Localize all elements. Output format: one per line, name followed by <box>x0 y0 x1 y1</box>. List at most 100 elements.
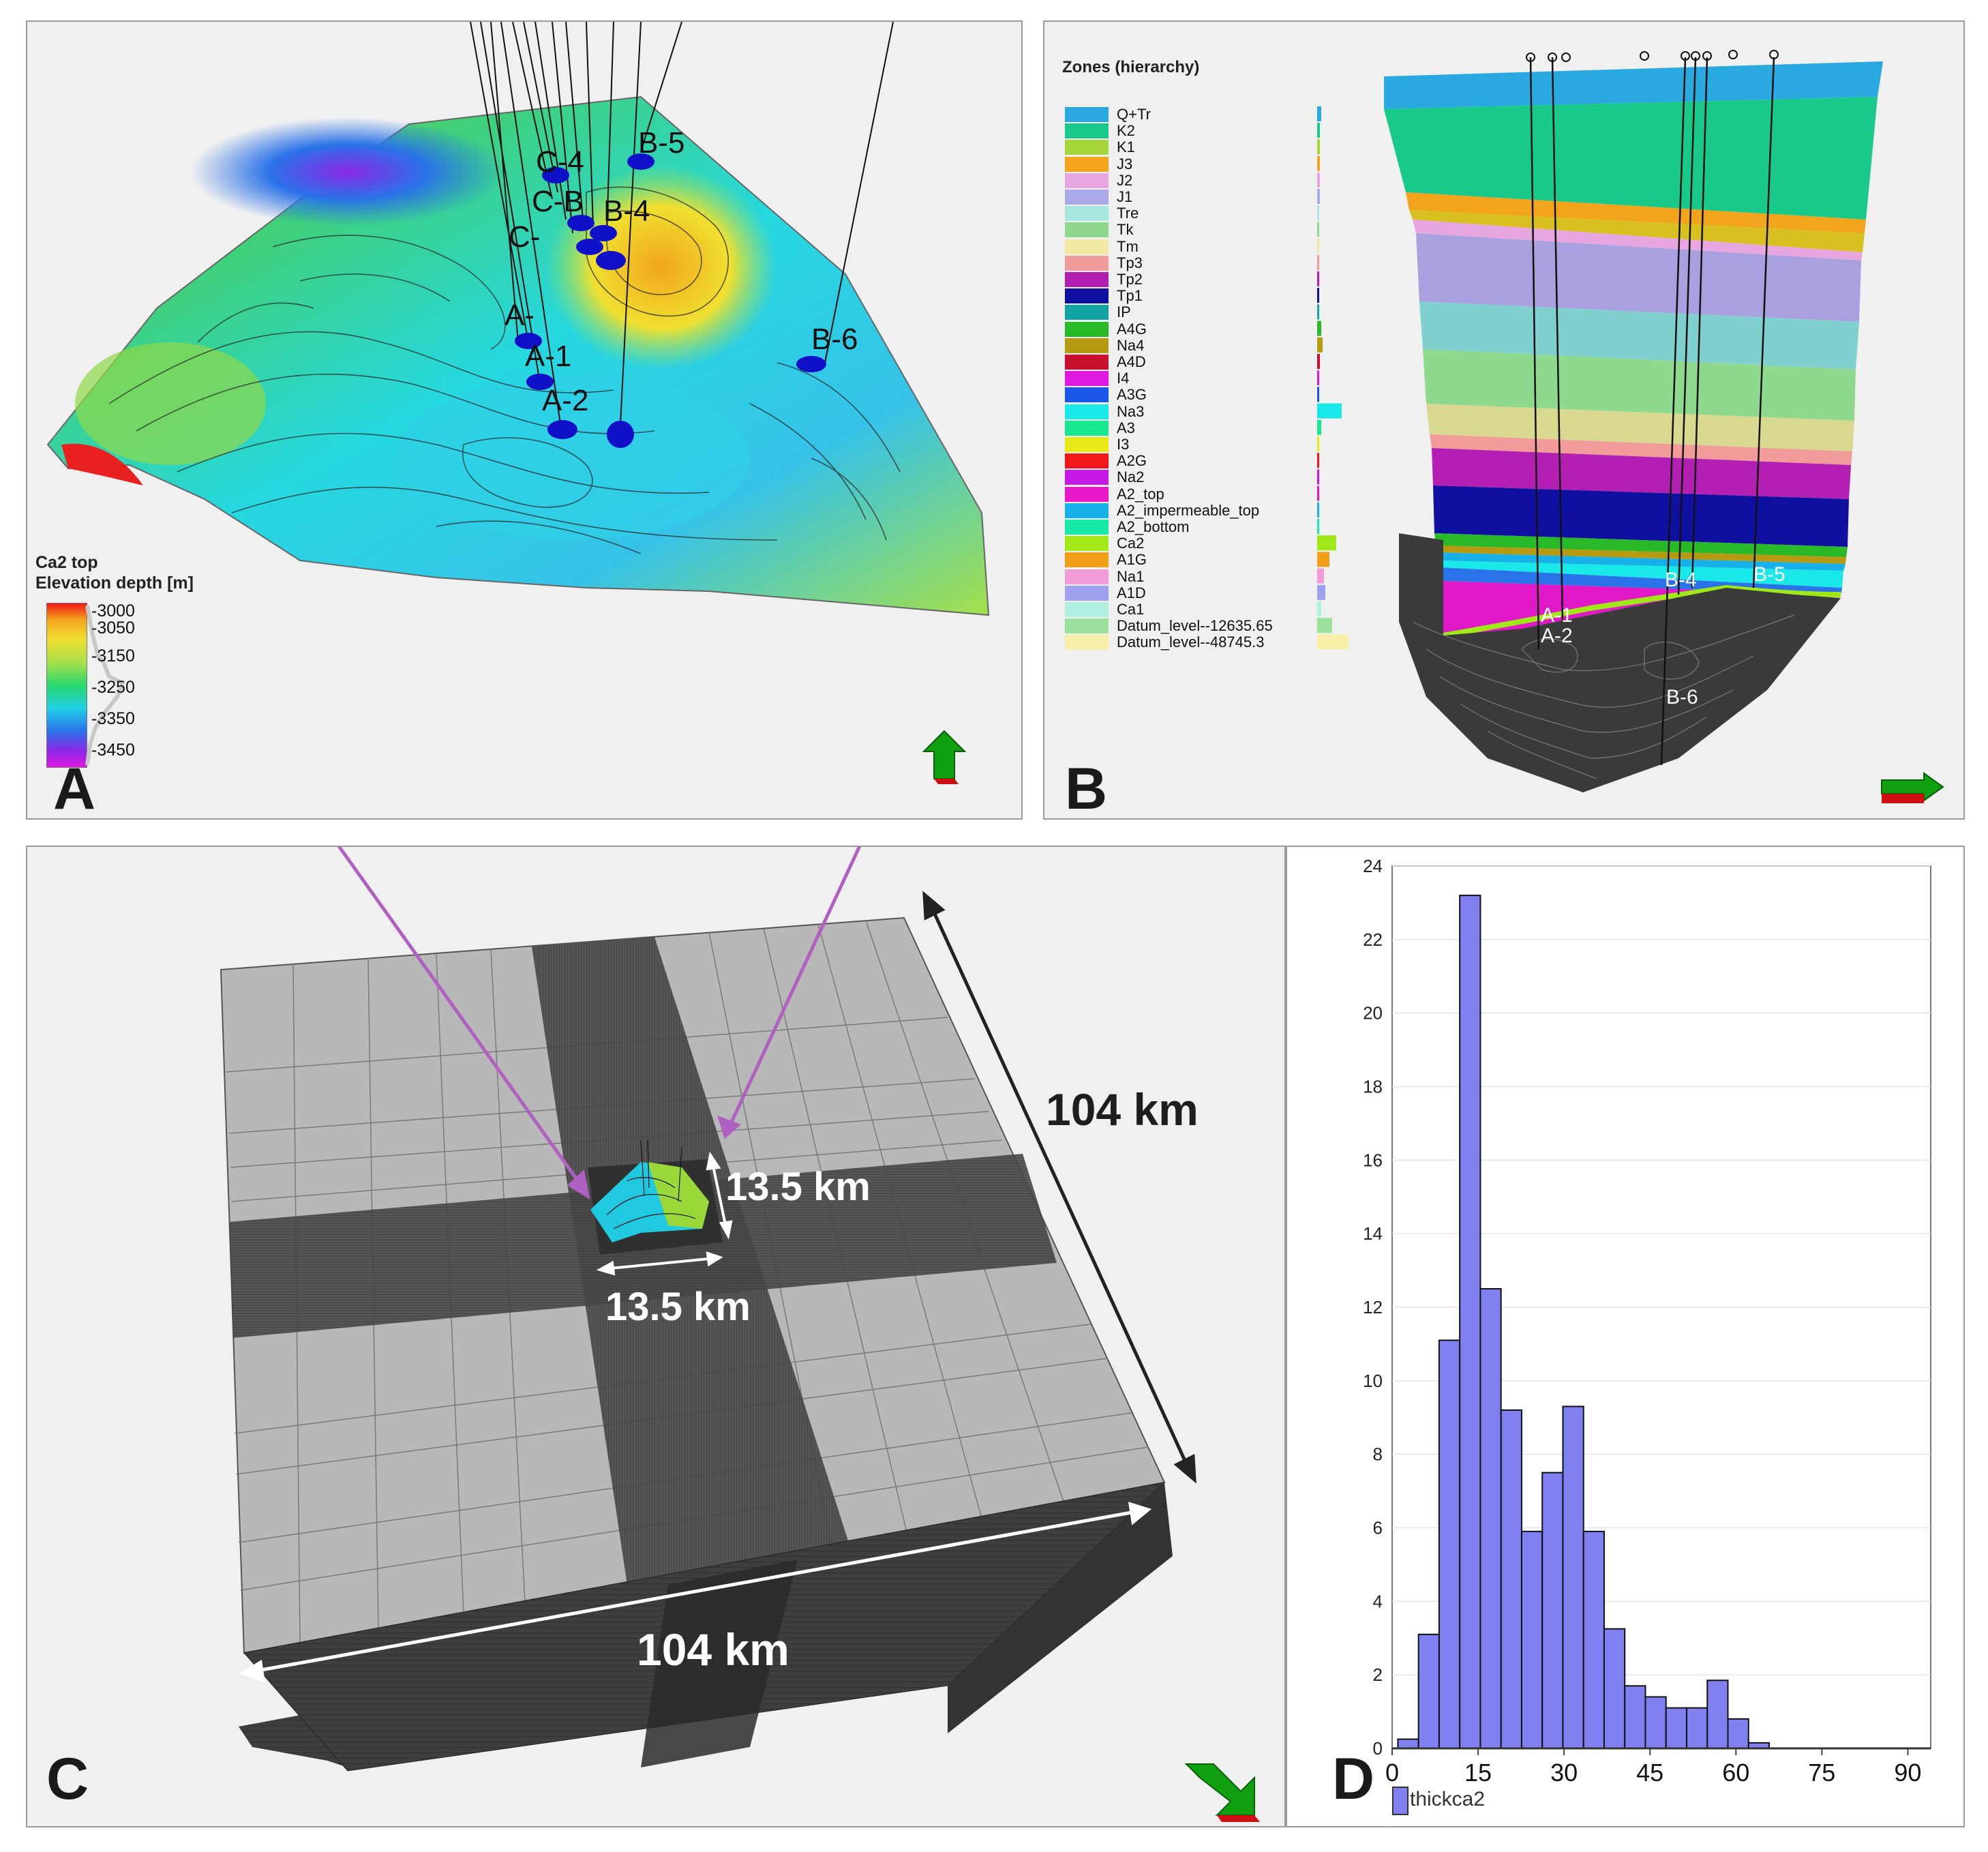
legend-tick-3450: -3450 <box>91 741 135 760</box>
zone-proportion-bar <box>1317 469 1319 485</box>
zone-swatch <box>1065 371 1109 387</box>
zone-name: J1 <box>1117 188 1133 205</box>
zone-swatch <box>1065 272 1109 287</box>
histogram-bar <box>1520 1530 1543 1749</box>
well-label-b4: B-4 <box>603 194 650 228</box>
zone-legend-item: A2_bottom <box>1065 518 1189 535</box>
zone-swatch <box>1065 190 1109 205</box>
zone-swatch <box>1065 602 1109 617</box>
zone-legend-item: A4G <box>1065 320 1147 338</box>
zone-proportion-bar <box>1317 584 1325 600</box>
zone-legend-item: A1G <box>1065 551 1147 568</box>
legend-tick-3000: -3000 <box>91 601 135 621</box>
zone-proportion-bar <box>1317 634 1349 650</box>
well-label-a2: A-2 <box>542 384 588 417</box>
zone-legend-item: J1 <box>1065 188 1133 205</box>
zone-swatch <box>1065 173 1109 188</box>
zones-legend-title: Zones (hierarchy) <box>1062 58 1200 76</box>
zone-legend-item: I3 <box>1065 436 1129 453</box>
orientation-arrow-icon <box>922 730 967 784</box>
well-markers <box>515 153 826 448</box>
y-tick-label: 20 <box>1363 1003 1383 1024</box>
zone-name: A2_impermeable_top <box>1117 501 1260 519</box>
legend-tick-3250: -3250 <box>91 678 135 697</box>
zone-proportion-bar <box>1317 189 1320 204</box>
b-well-label-a2: A-2 <box>1541 625 1573 647</box>
zone-legend-item: Ca1 <box>1065 601 1144 618</box>
zone-swatch <box>1065 503 1109 518</box>
histogram-bar <box>1644 1696 1667 1750</box>
zone-name: Tp2 <box>1117 271 1143 288</box>
zone-name: I3 <box>1117 436 1130 453</box>
zone-proportion-bars <box>1317 106 1349 650</box>
legend-label-thickca2: thickca2 <box>1410 1788 1486 1810</box>
zone-name: Q+Tr <box>1117 106 1151 123</box>
zone-name: Na3 <box>1117 402 1145 420</box>
zone-legend-item: A2_impermeable_top <box>1065 501 1260 519</box>
x-tick-label: 75 <box>1808 1759 1835 1787</box>
dim-arrow-inner-right <box>706 1151 733 1240</box>
histogram-bar <box>1727 1718 1749 1750</box>
zone-name: A3G <box>1117 386 1147 404</box>
zone-legend-item: Datum_level--12635.65 <box>1065 617 1273 635</box>
well-trajectories <box>470 22 894 438</box>
zone-proportion-bar <box>1317 403 1342 419</box>
panel-c-grid-model: 104 km 104 km 13.5 km 13.5 km C <box>26 846 1286 1827</box>
zone-swatch <box>1065 486 1109 502</box>
zone-legend-item: K1 <box>1065 138 1135 155</box>
contour-lines <box>108 186 901 554</box>
zone-proportion-bar <box>1317 222 1319 237</box>
zone-swatch <box>1065 305 1109 320</box>
zone-swatch <box>1065 239 1109 254</box>
zone-proportion-bar <box>1317 139 1320 155</box>
zone-legend-item: Q+Tr <box>1065 106 1151 123</box>
x-tick-label: 45 <box>1636 1759 1663 1787</box>
zone-cross-section-view: A-1 A-2 B-4 B-5 B-6 <box>1317 50 1944 803</box>
elevation-color-bar <box>46 603 87 768</box>
zone-name: J2 <box>1117 171 1133 189</box>
zone-proportion-bar <box>1317 320 1321 336</box>
zone-proportion-bar <box>1317 601 1321 616</box>
dim-arrow-outer-right <box>922 891 1196 1484</box>
panel-label-a: A <box>53 756 96 820</box>
zone-proportion-bar <box>1317 436 1319 451</box>
orientation-arrow-icon-c <box>1184 1763 1260 1822</box>
zone-proportion-bar <box>1317 370 1319 386</box>
zone-name: J3 <box>1117 155 1133 173</box>
zone-proportion-bar <box>1317 337 1323 353</box>
zone-legend-item: J3 <box>1065 155 1133 173</box>
zone-name: A4D <box>1117 353 1146 370</box>
y-tick-label: 16 <box>1363 1150 1383 1170</box>
zone-swatch <box>1065 288 1109 304</box>
basal-grey-surface <box>1399 533 1841 792</box>
panel-d-thickness-histogram: 0 2 4 6 8 10 12 14 16 18 20 22 24 0 15 30 45 60 75 90 D thi… <box>1286 846 1965 1827</box>
zone-proportion-bar <box>1317 552 1329 567</box>
zone-legend-item: J2 <box>1065 171 1133 189</box>
green-west-region <box>75 342 266 465</box>
zone-swatch <box>1065 420 1109 436</box>
zone-swatch <box>1065 321 1109 337</box>
zone-legend-item: A3G <box>1065 386 1147 404</box>
panel-b-well-lines <box>1529 57 1775 766</box>
zone-swatch <box>1065 107 1109 122</box>
zone-swatch <box>1065 123 1109 139</box>
histogram-bar <box>1397 1738 1419 1750</box>
well-label-b6: B-6 <box>811 323 858 356</box>
zone-proportion-bar <box>1317 535 1336 551</box>
cyan-south-region <box>395 376 750 540</box>
x-tick-label: 0 <box>1385 1759 1399 1787</box>
legend-tick-3150: -3150 <box>91 646 135 666</box>
zone-proportion-bar <box>1317 288 1319 303</box>
y-tick-label: 0 <box>1373 1738 1383 1759</box>
zone-legend-item: Tp3 <box>1065 254 1143 271</box>
zone-swatch <box>1065 635 1109 651</box>
zone-name: Datum_level--12635.65 <box>1117 617 1273 635</box>
well-label-c: C- <box>509 220 540 254</box>
dim-label-outer-bottom: 104 km <box>637 1624 789 1675</box>
zone-proportion-bar <box>1317 238 1319 254</box>
legend-swatch-thickca2 <box>1392 1787 1409 1815</box>
zone-swatch <box>1065 156 1109 172</box>
zone-proportion-bar <box>1317 618 1332 633</box>
zone-proportion-bar <box>1317 519 1319 534</box>
